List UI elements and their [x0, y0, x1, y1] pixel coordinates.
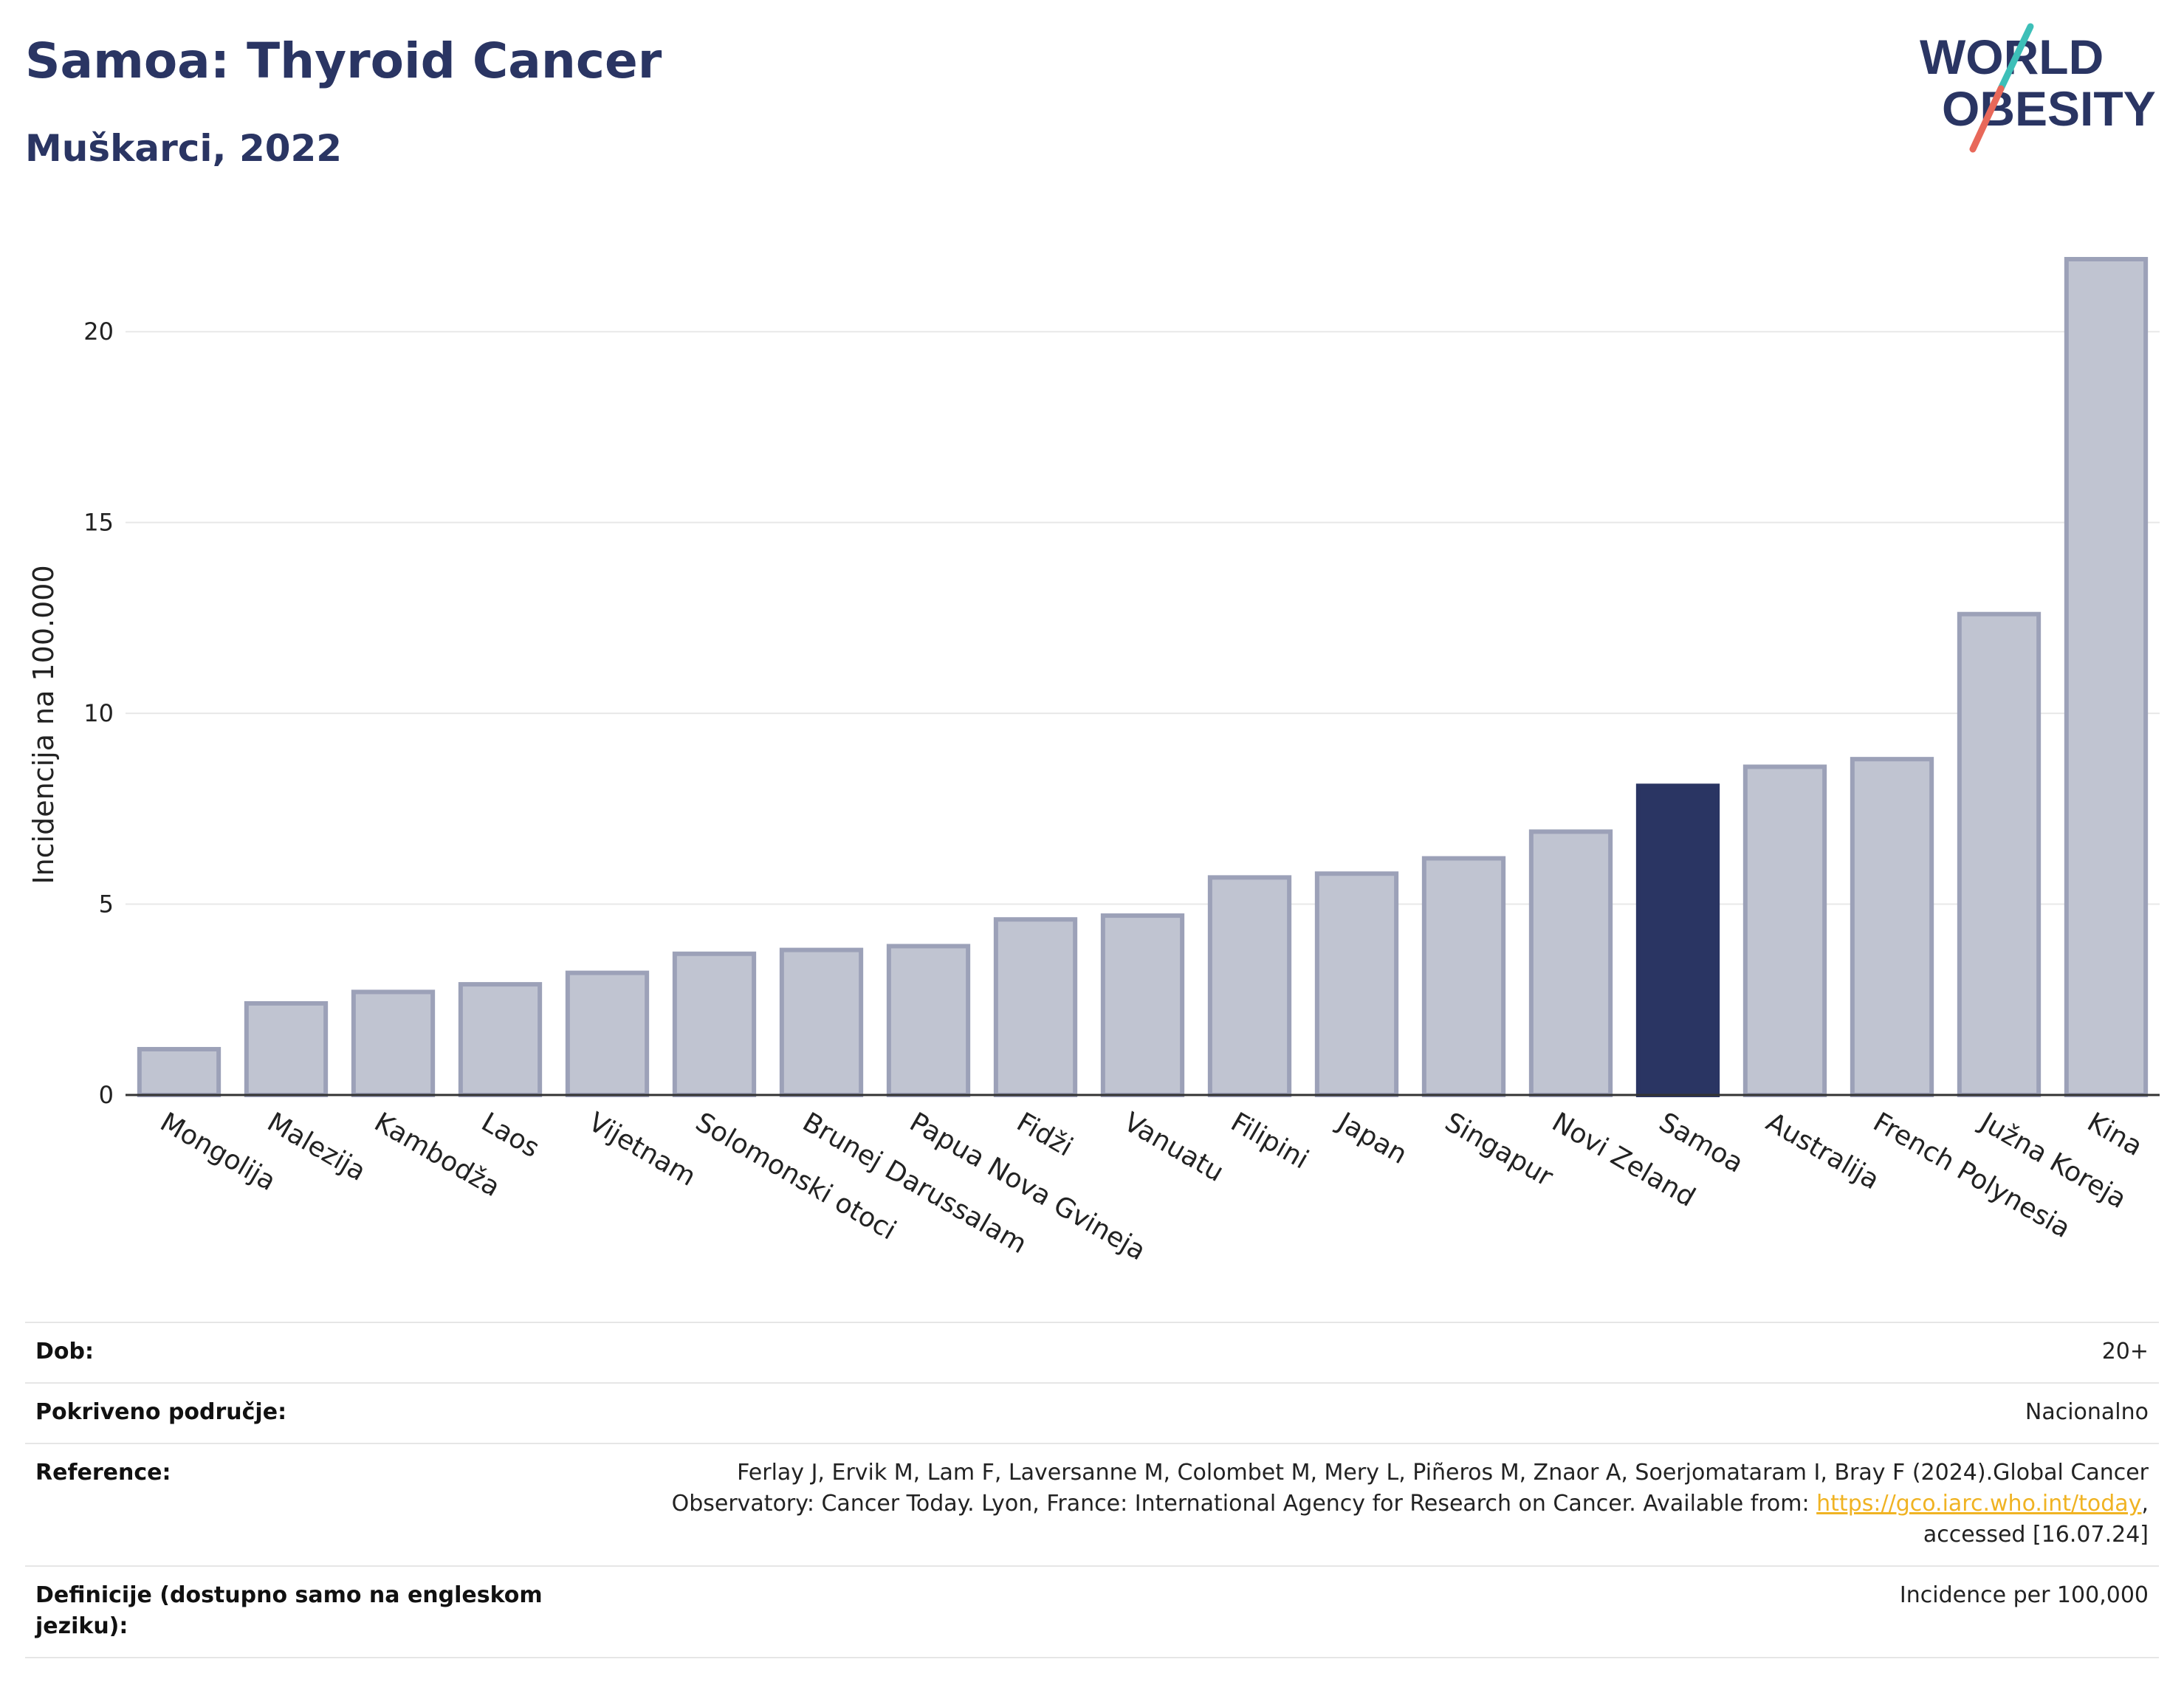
x-tick-label: Singapur: [1440, 1107, 1558, 1192]
info-row-coverage: Pokriveno područje: Nacionalno: [25, 1382, 2159, 1443]
info-table: Dob: 20+ Pokriveno područje: Nacionalno …: [25, 1322, 2159, 1658]
y-tick-label: 5: [99, 890, 114, 919]
bar-malezija: [244, 1000, 329, 1097]
x-tick-label: Vanuatu: [1119, 1107, 1229, 1188]
bar-mongolija: [137, 1046, 222, 1098]
bar-filipini: [1207, 875, 1292, 1097]
x-tick-label: Solomonski otoci: [690, 1107, 901, 1246]
x-tick-label: Kina: [2082, 1107, 2147, 1162]
logo-slash-bottom: [1969, 85, 2005, 153]
x-tick-label: Laos: [476, 1107, 544, 1164]
x-tick-label: Mongolija: [155, 1107, 281, 1197]
bar-kina: [2064, 257, 2149, 1098]
bar-chart: 0 5 10 15 20 Incidencija na 100.000 MongolijaM…: [27, 257, 2160, 1266]
x-tick-label: Australija: [1761, 1107, 1884, 1195]
logo-line1: WORLD: [1920, 30, 2104, 84]
reference-link[interactable]: https://gco.iarc.who.int/today: [1816, 1491, 2142, 1517]
chart-subtitle: Muškarci, 2022: [25, 127, 343, 170]
reference-accessed: , accessed [16.07.24]: [1923, 1491, 2149, 1548]
info-row-age: Dob: 20+: [25, 1322, 2159, 1382]
definition-label: Definicije (dostupno samo na engleskom j…: [35, 1582, 543, 1639]
bar-french-polynesia: [1850, 757, 1934, 1098]
reference-value: Ferlay J, Ervik M, Lam F, Laversanne M, …: [598, 1458, 2149, 1551]
x-tick-label: Malezija: [262, 1107, 371, 1187]
bar-brunej-darussalam: [779, 947, 864, 1098]
bar-fidži: [993, 917, 1078, 1097]
bar-kambodža: [351, 989, 436, 1097]
info-row-definition: Definicije (dostupno samo na engleskom j…: [25, 1565, 2159, 1658]
bar-singapur: [1421, 856, 1506, 1098]
bar-japan: [1314, 871, 1399, 1098]
y-tick-label: 20: [83, 317, 114, 346]
y-tick-label: 15: [83, 509, 114, 537]
age-value: 20+: [2101, 1339, 2149, 1364]
world-obesity-logo: WORLD OBESITY: [1920, 23, 2156, 153]
bar-samoa: [1635, 783, 1720, 1097]
bar-laos: [458, 982, 543, 1097]
info-row-reference: Reference: Ferlay J, Ervik M, Lam F, Lav…: [25, 1443, 2159, 1565]
y-tick-label: 0: [99, 1081, 114, 1109]
x-tick-label: French Polynesia: [1868, 1107, 2075, 1244]
bar-solomonski-otoci: [672, 951, 757, 1097]
bar-vanuatu: [1100, 913, 1185, 1098]
y-tick-label: 10: [83, 699, 114, 727]
definition-value: Incidence per 100,000: [1899, 1582, 2149, 1608]
x-tick-label: Filipini: [1226, 1107, 1314, 1175]
reference-text: Ferlay J, Ervik M, Lam F, Laversanne M, …: [671, 1460, 2149, 1517]
bar-južna-koreja: [1957, 611, 2042, 1097]
chart-title: Samoa: Thyroid Cancer: [25, 32, 662, 89]
logo-slash-top: [1997, 23, 2034, 92]
logo-line2: OBESITY: [1942, 81, 2156, 136]
x-tick-label: Japan: [1331, 1106, 1412, 1170]
bar-vijetnam: [565, 970, 650, 1098]
x-tick-label: Fidži: [1012, 1107, 1078, 1162]
age-label: Dob:: [35, 1339, 94, 1364]
bar-papua-nova-gvineja: [886, 944, 971, 1097]
x-tick-label: Vijetnam: [583, 1107, 701, 1192]
reference-label: Reference:: [35, 1460, 171, 1486]
coverage-label: Pokriveno područje:: [35, 1399, 287, 1425]
bar-novi-zeland: [1528, 829, 1613, 1097]
bar-australija: [1742, 764, 1827, 1098]
y-axis-title: Incidencija na 100.000: [27, 565, 60, 884]
coverage-value: Nacionalno: [2025, 1399, 2149, 1425]
